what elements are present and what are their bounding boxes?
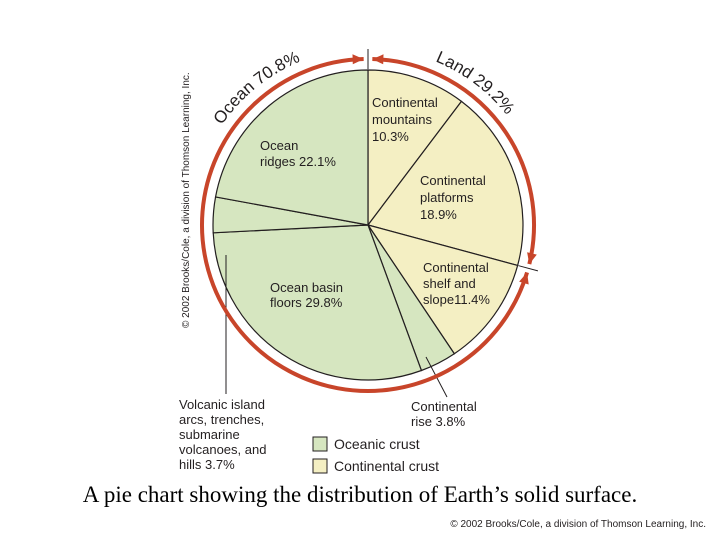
slice-label-continental-rise: Continental rise 3.8% bbox=[411, 399, 477, 429]
ocean-arc-arrowhead-end bbox=[352, 54, 364, 65]
side-copyright-credit: © 2002 Brooks/Cole, a division of Thomso… bbox=[181, 72, 192, 328]
slice-ocean-ridges bbox=[214, 69, 369, 226]
slice-label-ocean-basin-floors: Ocean basin floors 29.8% bbox=[270, 280, 343, 310]
legend-swatch-oceanic-crust bbox=[312, 436, 328, 452]
legend-label-continental-crust: Continental crust bbox=[334, 458, 439, 474]
ocean-arc-arrowhead-start bbox=[519, 272, 529, 285]
slice-label-ocean-ridges: Ocean ridges 22.1% bbox=[260, 138, 336, 169]
land-arc bbox=[372, 57, 536, 265]
slice-continental-platforms bbox=[366, 100, 524, 267]
slice-label-continental-mountains: Continental mountains 10.3% bbox=[372, 95, 438, 144]
legend-swatch-continental-crust bbox=[312, 458, 328, 474]
copyright-credit: © 2002 Brooks/Cole, a division of Thomso… bbox=[450, 519, 706, 530]
slice-label-continental-platforms: Continental platforms 18.9% bbox=[420, 173, 486, 222]
legend-label-oceanic-crust: Oceanic crust bbox=[334, 436, 420, 452]
land-arc-arrowhead-end bbox=[527, 252, 537, 265]
pie-chart: Continental mountains 10.3% Continental plat… bbox=[179, 47, 539, 474]
slice-continental-mountains bbox=[367, 69, 463, 227]
ocean-arc bbox=[199, 57, 529, 393]
slice-label-volcanic-island-arcs-trenches: Volcanic island arcs, trenches, submarine v… bbox=[179, 397, 266, 472]
slice-label-continental-shelf-and: Continental shelf and slope11.4% bbox=[423, 260, 490, 307]
ocean-land-divider-bottom bbox=[518, 265, 539, 272]
slice-continental-shelf-and bbox=[366, 224, 519, 355]
figure-caption: A pie chart showing the distribution of … bbox=[82, 482, 638, 507]
pie-slices bbox=[212, 69, 524, 381]
pie-slice-labels: Continental mountains 10.3% Continental plat… bbox=[179, 95, 490, 472]
slice-ocean-basin-floors bbox=[212, 224, 423, 381]
legend: Oceanic crust Continental crust bbox=[312, 436, 439, 474]
land-arc-arrowhead-start bbox=[372, 54, 384, 65]
